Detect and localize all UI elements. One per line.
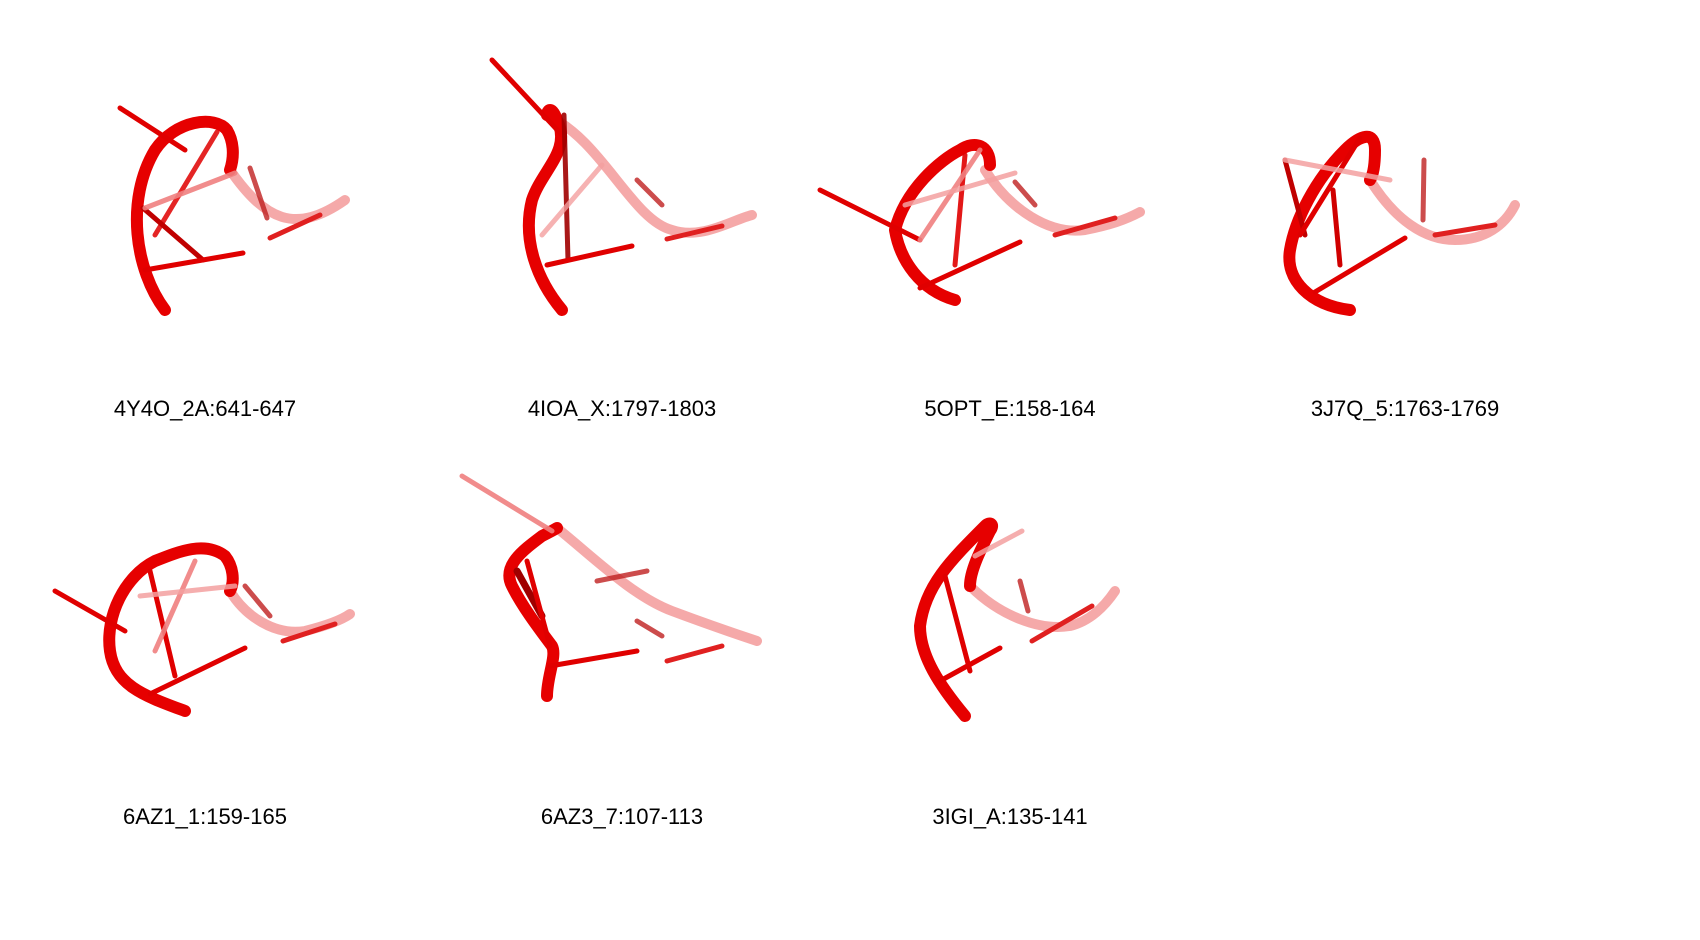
structure-panel-2: 4IOA_X:1797-1803 bbox=[422, 20, 822, 480]
structure-label-7: 3IGI_A:135-141 bbox=[932, 804, 1088, 829]
structure-label-4: 3J7Q_5:1763-1769 bbox=[1310, 396, 1500, 421]
structure-panel-4: 3J7Q_5:1763-1769 bbox=[1205, 20, 1605, 480]
rna-structure-3 bbox=[817, 139, 1145, 306]
rna-structure-4 bbox=[1282, 130, 1520, 316]
rna-structure-2 bbox=[489, 57, 757, 316]
structure-panel-6: 6AZ3_7:107-113 bbox=[422, 473, 822, 936]
structure-panel-5: 6AZ1_1:159-165 bbox=[5, 476, 405, 936]
structure-label-3: 5OPT_E:158-164 bbox=[924, 396, 1096, 421]
structure-label-1: 4Y4O_2A:641-647 bbox=[113, 396, 297, 421]
structure-panel-7: 3IGI_A:135-141 bbox=[810, 476, 1210, 936]
rna-structure-5 bbox=[52, 542, 355, 717]
rna-structure-7 bbox=[914, 517, 1120, 722]
structure-label-6: 6AZ3_7:107-113 bbox=[540, 804, 704, 829]
rna-structure-6 bbox=[459, 473, 762, 702]
structure-panel-3: 5OPT_E:158-164 bbox=[810, 20, 1210, 480]
structure-label-5: 6AZ1_1:159-165 bbox=[123, 804, 287, 829]
structure-panel-1: 4Y4O_2A:641-647 bbox=[5, 20, 405, 480]
rna-structure-1 bbox=[117, 105, 350, 316]
structure-label-2: 4IOA_X:1797-1803 bbox=[527, 396, 717, 421]
